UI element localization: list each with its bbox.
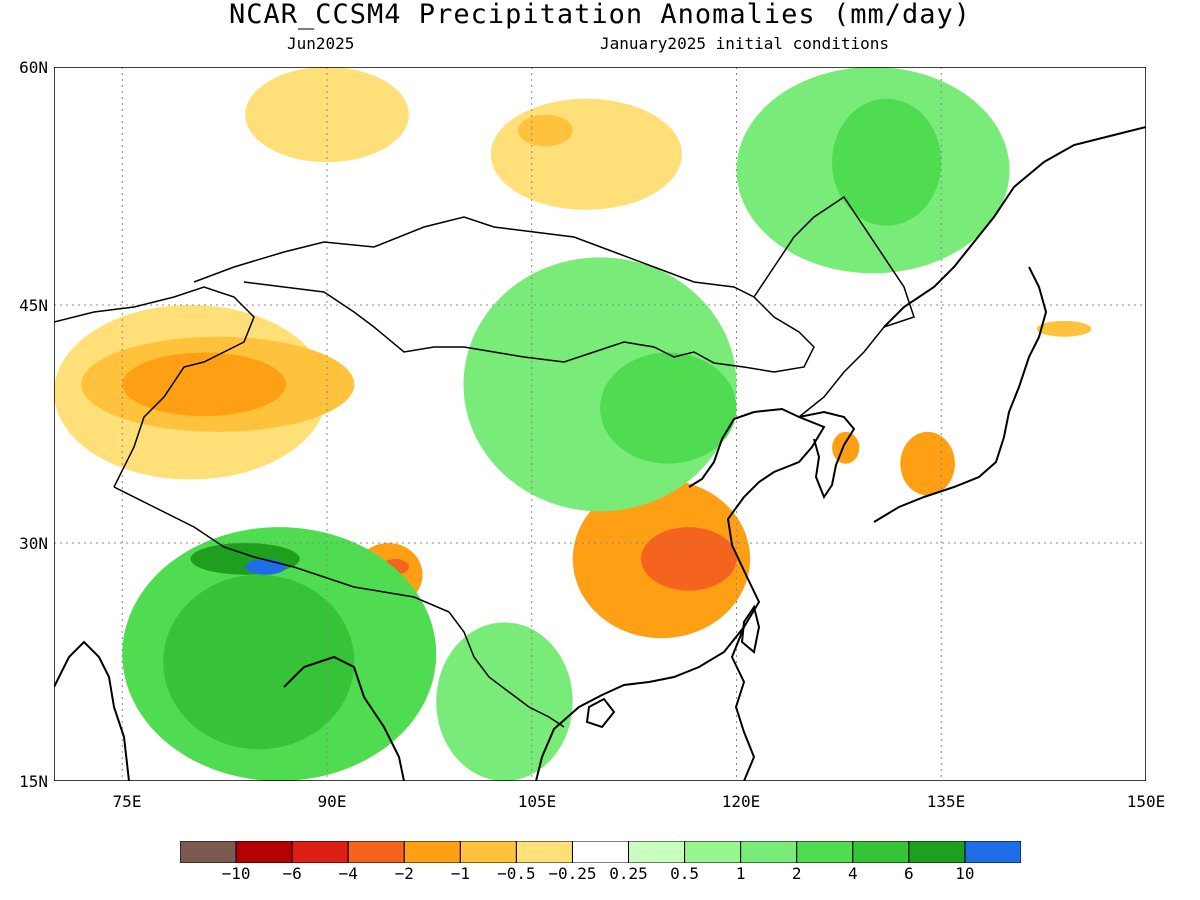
- border-china-indochina: [448, 611, 565, 728]
- colorbar-tick-label: 4: [847, 864, 858, 883]
- colorbar-tick-label: 0.5: [670, 864, 700, 883]
- valid-month-label: Jun2025: [287, 34, 355, 53]
- y-tick-label: 60N: [19, 58, 48, 77]
- init-conditions-label: January2025 initial conditions: [600, 34, 889, 53]
- precipitation-anomaly-map: [54, 67, 1146, 781]
- colorbar-tick-label: −4: [338, 864, 358, 883]
- chart-title: NCAR_CCSM4 Precipitation Anomalies (mm/d…: [229, 0, 971, 30]
- coastline-south-china: [535, 626, 745, 781]
- map-gridlines: [54, 67, 1146, 781]
- anomaly-region: [163, 574, 355, 750]
- colorbar-swatch: [235, 841, 293, 863]
- anomaly-region: [600, 352, 737, 464]
- colorbar-tick-label: 2: [791, 864, 802, 883]
- colorbar-tick-label: −10: [221, 864, 251, 883]
- anomaly-regions: [54, 67, 1092, 781]
- x-tick-label: 105E: [517, 792, 557, 811]
- border-himalaya: [113, 486, 450, 613]
- colorbar-swatch: [628, 841, 686, 863]
- coastline-india: [54, 640, 130, 781]
- anomaly-region: [640, 527, 737, 591]
- coastline-japan: [873, 266, 1048, 523]
- political-borders: [54, 195, 915, 728]
- colorbar-tick-label: −0.25: [548, 864, 597, 883]
- anomaly-region: [122, 352, 287, 417]
- anomaly-region: [518, 114, 573, 147]
- anomaly-region: [490, 98, 682, 210]
- colorbar-swatch: [515, 841, 573, 863]
- anomaly-region: [436, 622, 573, 781]
- colorbar-swatch: [571, 841, 630, 863]
- colorbar: [180, 841, 1021, 863]
- x-tick-label: 150E: [1126, 792, 1166, 811]
- colorbar-swatch: [964, 841, 1021, 863]
- colorbar-tick-label: −6: [282, 864, 302, 883]
- colorbar-swatch: [403, 841, 461, 863]
- colorbar-tick-label: 1: [735, 864, 746, 883]
- colorbar-swatch: [347, 841, 405, 863]
- anomaly-region: [245, 558, 287, 575]
- anomaly-region: [832, 98, 942, 226]
- border-russia-china-ne: [753, 195, 915, 418]
- colorbar-tick-label: 0.25: [609, 864, 648, 883]
- coastline-east-asia: [688, 407, 826, 781]
- colorbar-swatch: [459, 841, 517, 863]
- x-tick-label: 90E: [317, 792, 347, 811]
- coastline-russia-east: [883, 126, 1146, 328]
- colorbar-tick-label: −0.5: [497, 864, 536, 883]
- colorbar-swatch: [684, 841, 742, 863]
- colorbar-swatch: [180, 841, 237, 863]
- coastline-taiwan: [740, 604, 761, 654]
- border-mongolia: [193, 216, 815, 373]
- anomaly-region: [900, 431, 955, 496]
- x-tick-label: 75E: [112, 792, 142, 811]
- colorbar-swatch: [291, 841, 349, 863]
- y-tick-label: 30N: [19, 534, 48, 553]
- colorbar-tick-label: 10: [955, 864, 975, 883]
- colorbar-tick-label: 6: [904, 864, 914, 883]
- coastlines: [54, 126, 1146, 781]
- anomaly-region: [1036, 320, 1092, 337]
- y-tick-label: 15N: [19, 772, 48, 791]
- colorbar-tick-label: −1: [450, 864, 470, 883]
- coastline-hainan: [585, 697, 616, 729]
- x-tick-label: 135E: [926, 792, 966, 811]
- colorbar-tick-label: −2: [394, 864, 414, 883]
- colorbar-swatch: [908, 841, 966, 863]
- colorbar-swatch: [796, 841, 854, 863]
- anomaly-region: [832, 431, 860, 464]
- x-tick-label: 120E: [721, 792, 761, 811]
- colorbar-swatch: [852, 841, 910, 863]
- border-kazakhstan: [54, 286, 255, 488]
- colorbar-swatch: [740, 841, 798, 863]
- anomaly-region: [245, 67, 409, 163]
- y-tick-label: 45N: [19, 296, 48, 315]
- coastline-bay-of-bengal: [283, 655, 405, 781]
- coastline-korea: [798, 410, 856, 500]
